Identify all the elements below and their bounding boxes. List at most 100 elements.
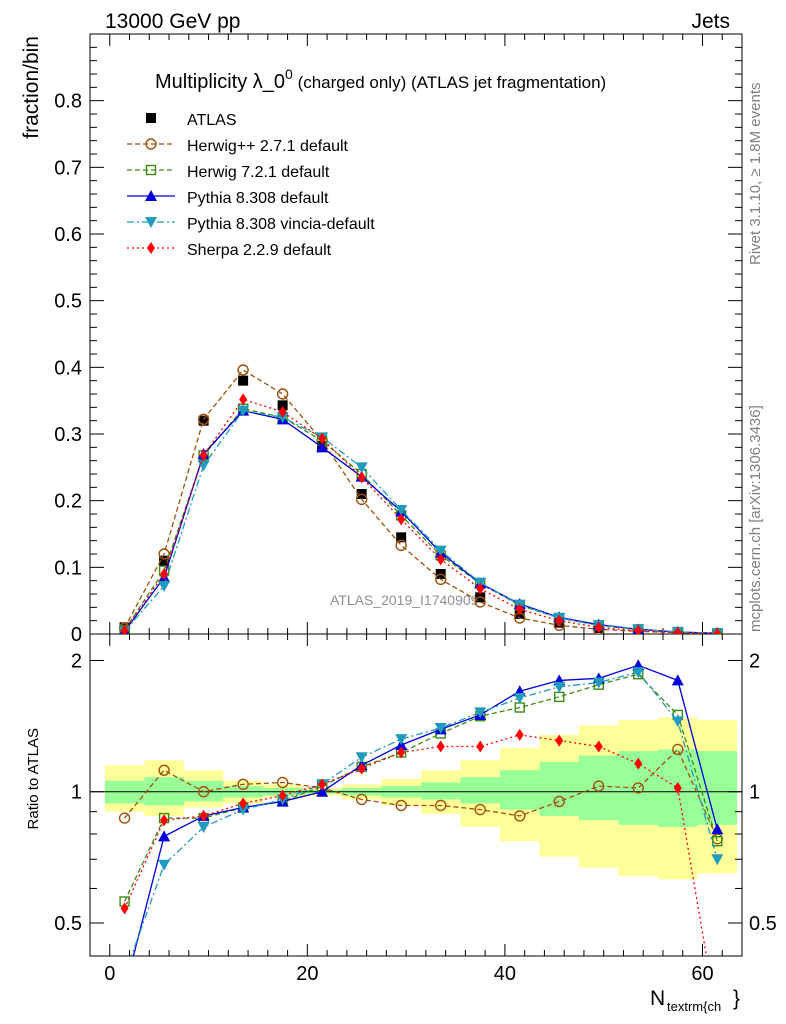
marker-vincia (237, 804, 250, 816)
marker-sherpa (397, 746, 406, 759)
legend-label: Pythia 8.308 default (187, 190, 329, 207)
marker-herwigpp (276, 388, 289, 400)
marker-vincia (158, 581, 171, 592)
stat-band-bin (539, 761, 579, 816)
marker-sherpa (476, 740, 485, 753)
marker-sherpa (357, 471, 366, 484)
rivet-label: Rivet 3.1.10, ≥ 1.8M events (747, 83, 764, 266)
marker-vincia (355, 752, 368, 764)
legend-label: Pythia 8.308 vincia-default (187, 216, 375, 233)
marker-sherpa (594, 740, 603, 753)
y-tick-label: 0.6 (54, 224, 82, 246)
marker-atlas (238, 375, 249, 386)
marker-pythia (158, 830, 171, 842)
marker-herwigpp (632, 782, 644, 794)
marker-herwig7 (554, 691, 565, 703)
series-line (130, 671, 718, 956)
marker-herwigpp (158, 548, 170, 560)
jets-label: Jets (691, 10, 730, 33)
marker-sherpa (476, 582, 485, 595)
marker-sherpa (673, 781, 682, 794)
marker-vincia (197, 822, 210, 834)
series-line (124, 409, 718, 634)
marker-sherpa (357, 762, 366, 775)
marker-herwigpp (197, 786, 210, 798)
analysis-watermark: ATLAS_2019_I1740909 (330, 592, 479, 608)
marker-pythia (671, 674, 684, 686)
marker-vincia (355, 462, 368, 474)
marker-sherpa (239, 797, 248, 810)
marker-pythia (316, 785, 329, 797)
marker-herwig7 (712, 836, 723, 847)
series-line (123, 673, 718, 902)
marker-sherpa (555, 734, 564, 747)
stat-band-bin (420, 782, 461, 800)
marker-herwigpp (593, 780, 605, 792)
marker-sherpa (239, 393, 248, 406)
marker-atlas (396, 532, 407, 543)
marker-herwigpp (237, 778, 249, 790)
series-line (132, 664, 718, 956)
marker-herwigpp (237, 364, 249, 376)
marker-herwigpp (395, 539, 407, 552)
marker-vincia (395, 734, 408, 746)
marker-sherpa (634, 757, 643, 770)
marker-sherpa (634, 624, 643, 634)
ratio-y-tick-label-right: 2 (749, 650, 760, 672)
marker-sherpa (713, 627, 722, 634)
marker-sherpa (555, 614, 564, 627)
x-axis-label: N textrm{ch } (650, 987, 740, 1014)
marker-pythia (711, 823, 724, 835)
marker-sherpa (278, 406, 287, 418)
marker-atlas (198, 415, 209, 426)
marker-herwigpp (474, 596, 486, 608)
marker-pythia (145, 190, 157, 201)
marker-sherpa (318, 432, 327, 445)
marker-sherpa (436, 740, 445, 753)
marker-vincia (592, 677, 605, 689)
legend-label: ATLAS (187, 112, 237, 129)
marker-atlas (146, 113, 156, 123)
stat-band-bin (460, 777, 500, 804)
marker-herwigpp (158, 764, 170, 776)
marker-vincia (671, 716, 684, 728)
x-tick-label: 20 (296, 963, 318, 985)
marker-sherpa (515, 728, 524, 741)
ratio-y-tick-label: 1 (71, 782, 82, 804)
marker-vincia (434, 723, 447, 735)
marker-sherpa (436, 553, 445, 566)
y-tick-label: 0 (71, 624, 82, 646)
legend-entry: Herwig++ 2.7.1 default (127, 138, 349, 155)
marker-vincia (474, 707, 487, 719)
ratio-y-tick-label: 0.5 (54, 913, 82, 935)
y-axis-label-ratio: Ratio to ATLAS (25, 728, 42, 829)
marker-atlas (277, 400, 288, 411)
marker-herwigpp (197, 413, 210, 426)
marker-sherpa (318, 778, 327, 791)
marker-herwigpp (553, 795, 565, 808)
main-plot-axes: 0 0.1 0.2 0.3 0.4 0.5 0.6 0.7 0.8 (54, 33, 743, 646)
legend-entry: ATLAS (146, 112, 237, 129)
x-tick-label: 40 (494, 963, 516, 985)
marker-sherpa (120, 624, 129, 634)
y-tick-label: 0.1 (54, 557, 82, 579)
svg-text:textrm{ch: textrm{ch (667, 999, 721, 1014)
marker-atlas (159, 555, 170, 566)
marker-herwig7 (145, 164, 157, 176)
marker-vincia (158, 859, 171, 871)
marker-herwigpp (395, 799, 407, 812)
series-line (124, 398, 718, 634)
y-tick-label: 0.2 (54, 491, 82, 513)
marker-vincia (632, 667, 645, 679)
marker-sherpa (199, 449, 208, 462)
marker-vincia (513, 693, 526, 705)
series-line (123, 734, 708, 956)
x-tick-label: 60 (691, 963, 713, 985)
stat-band-bin (579, 755, 619, 821)
series-line (124, 748, 718, 840)
marker-vincia (711, 854, 724, 866)
y-tick-label: 0.4 (54, 357, 82, 379)
marker-herwigpp (276, 776, 289, 789)
energy-label: 13000 GeV pp (105, 10, 240, 33)
